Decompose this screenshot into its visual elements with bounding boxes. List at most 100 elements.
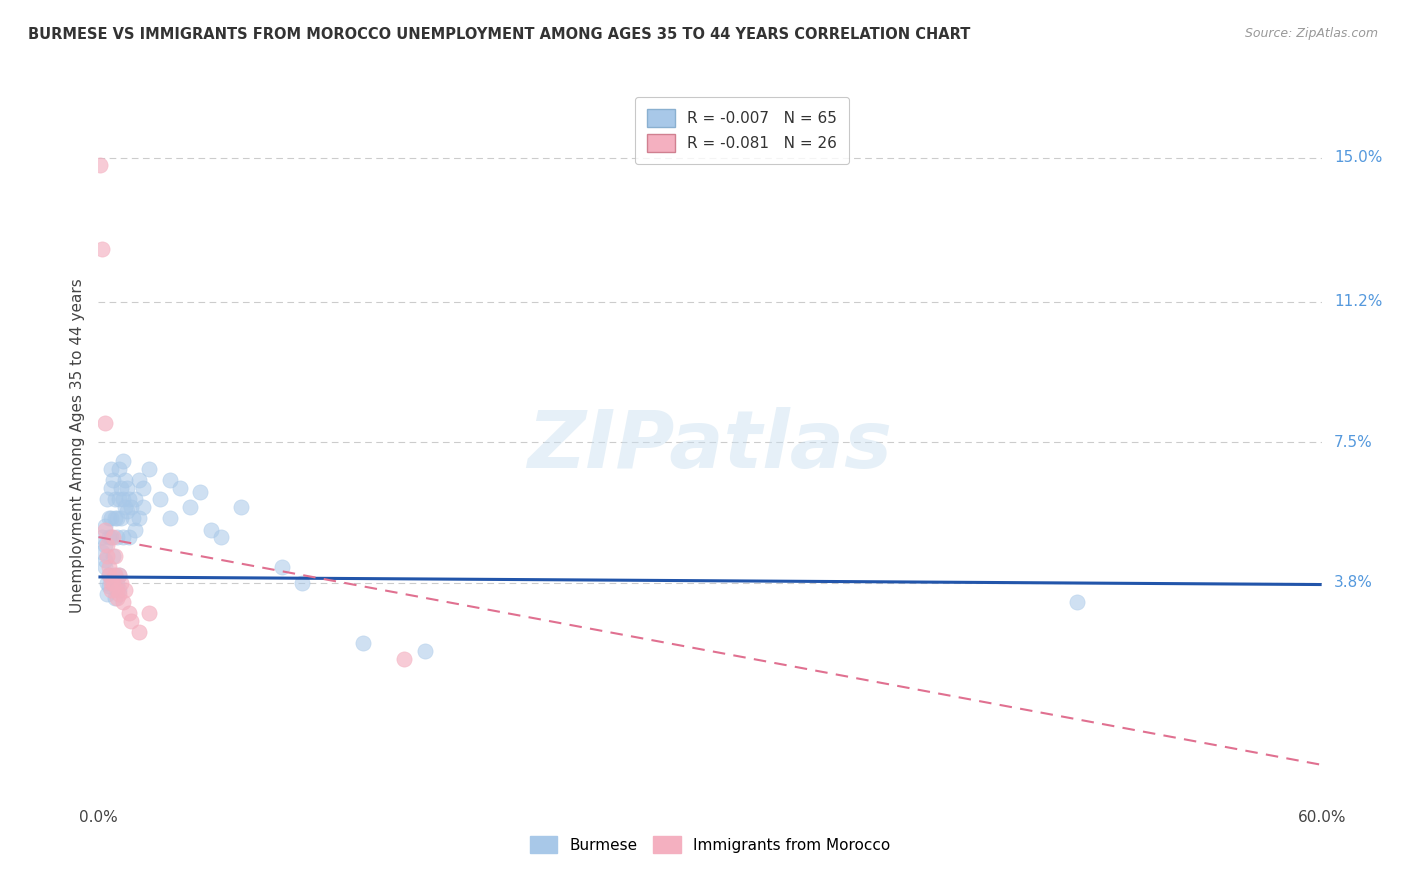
Point: [118, 606, 141, 620]
Point: [159, 511, 181, 525]
Point: [100, 575, 122, 590]
Point: [89, 158, 111, 172]
Text: 15.0%: 15.0%: [1334, 150, 1382, 165]
Point: [105, 591, 128, 605]
Text: BURMESE VS IMMIGRANTS FROM MOROCCO UNEMPLOYMENT AMONG AGES 35 TO 44 YEARS CORREL: BURMESE VS IMMIGRANTS FROM MOROCCO UNEMP…: [28, 27, 970, 42]
Point: [138, 462, 160, 476]
Point: [105, 583, 128, 598]
Point: [93, 416, 115, 430]
Point: [231, 500, 253, 514]
Point: [132, 481, 155, 495]
Point: [91, 530, 114, 544]
Point: [104, 549, 127, 563]
Point: [93, 518, 115, 533]
Point: [97, 568, 120, 582]
Point: [108, 568, 131, 582]
Point: [108, 492, 131, 507]
Point: [111, 530, 134, 544]
Point: [110, 481, 132, 495]
Point: [118, 492, 141, 507]
Point: [1066, 594, 1088, 608]
Point: [179, 500, 201, 514]
Legend: Burmese, Immigrants from Morocco: Burmese, Immigrants from Morocco: [524, 830, 896, 859]
Point: [93, 523, 115, 537]
Point: [169, 481, 191, 495]
Point: [91, 242, 114, 256]
Point: [115, 481, 138, 495]
Point: [91, 545, 114, 559]
Point: [100, 481, 122, 495]
Point: [118, 530, 141, 544]
Point: [97, 530, 120, 544]
Text: 3.8%: 3.8%: [1334, 575, 1372, 591]
Point: [120, 614, 142, 628]
Point: [108, 568, 131, 582]
Text: ZIPatlas: ZIPatlas: [527, 407, 893, 485]
Point: [110, 575, 132, 590]
Point: [128, 511, 150, 525]
Point: [96, 587, 118, 601]
Point: [108, 462, 131, 476]
Point: [96, 549, 118, 563]
Point: [97, 568, 120, 582]
Point: [114, 500, 136, 514]
Point: [101, 549, 124, 563]
Point: [101, 575, 124, 590]
Text: 7.5%: 7.5%: [1334, 434, 1372, 450]
Point: [97, 579, 120, 593]
Point: [97, 511, 120, 525]
Point: [111, 454, 134, 468]
Point: [96, 538, 118, 552]
Point: [128, 625, 150, 640]
Point: [149, 492, 172, 507]
Point: [114, 473, 136, 487]
Point: [270, 560, 294, 574]
Point: [114, 583, 136, 598]
Point: [159, 473, 181, 487]
Point: [108, 583, 131, 598]
Point: [104, 591, 127, 605]
Y-axis label: Unemployment Among Ages 35 to 44 years: Unemployment Among Ages 35 to 44 years: [69, 278, 84, 614]
Point: [93, 560, 115, 574]
Point: [124, 492, 146, 507]
Point: [111, 492, 134, 507]
Point: [122, 511, 145, 525]
Point: [413, 644, 436, 658]
Text: Source: ZipAtlas.com: Source: ZipAtlas.com: [1244, 27, 1378, 40]
Point: [100, 511, 122, 525]
Point: [352, 636, 374, 650]
Point: [96, 492, 118, 507]
Point: [120, 500, 142, 514]
Point: [200, 523, 222, 537]
Point: [101, 473, 124, 487]
Point: [392, 651, 416, 665]
Point: [101, 530, 124, 544]
Point: [124, 523, 146, 537]
Point: [96, 575, 118, 590]
Point: [110, 511, 132, 525]
Point: [209, 530, 232, 544]
Point: [93, 553, 115, 567]
Point: [104, 511, 127, 525]
Point: [132, 500, 155, 514]
Text: 11.2%: 11.2%: [1334, 294, 1382, 310]
Point: [100, 462, 122, 476]
Point: [104, 568, 127, 582]
Point: [104, 492, 127, 507]
Point: [104, 568, 127, 582]
Point: [97, 560, 120, 574]
Point: [100, 583, 122, 598]
Point: [111, 594, 134, 608]
Point: [291, 575, 314, 590]
Point: [100, 530, 122, 544]
Point: [128, 473, 150, 487]
Point: [115, 503, 138, 517]
Point: [105, 511, 128, 525]
Point: [101, 575, 124, 590]
Point: [138, 606, 160, 620]
Point: [93, 538, 115, 552]
Point: [188, 484, 212, 499]
Point: [108, 587, 131, 601]
Point: [105, 530, 128, 544]
Point: [105, 575, 128, 590]
